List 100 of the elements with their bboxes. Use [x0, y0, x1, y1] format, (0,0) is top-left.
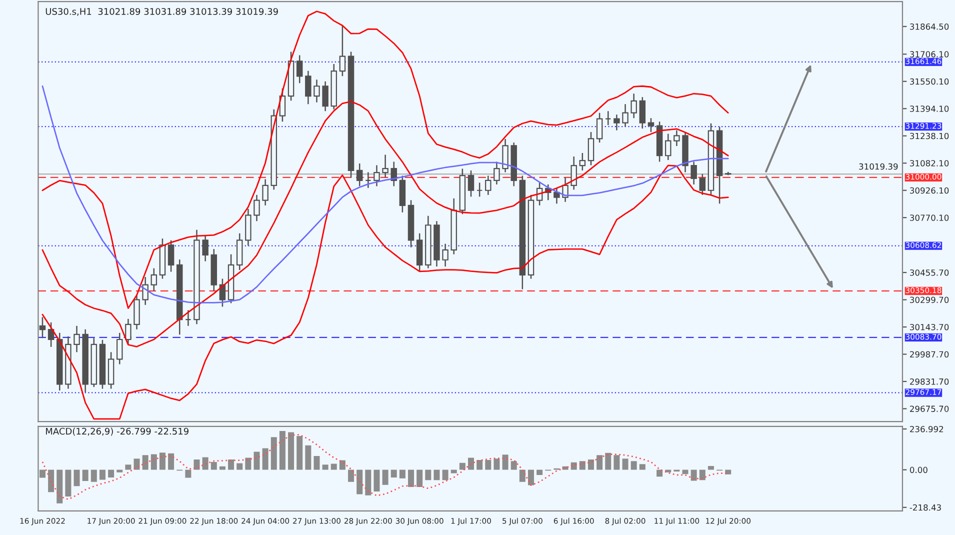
candlestick	[150, 268, 158, 292]
bar	[399, 470, 406, 478]
bar	[596, 455, 603, 470]
bar	[536, 470, 543, 475]
candlestick	[116, 332, 123, 365]
bar	[502, 454, 508, 470]
y-tick-label: 30926.10	[910, 187, 949, 194]
candlestick	[39, 316, 46, 339]
bar	[682, 470, 688, 474]
candlestick	[476, 182, 483, 198]
candlestick	[485, 175, 492, 196]
bar	[639, 464, 646, 470]
bar	[270, 437, 277, 470]
bar	[82, 470, 88, 481]
bar	[330, 464, 337, 470]
candlestick	[570, 156, 577, 190]
y-tick-label: 31706.10	[910, 51, 949, 58]
candlestick	[588, 131, 594, 166]
candlestick	[579, 152, 586, 172]
bar	[339, 460, 346, 470]
candlestick	[314, 79, 320, 103]
bar	[288, 432, 294, 470]
bar	[262, 448, 268, 470]
bar	[579, 461, 586, 470]
text: US30.s,H1 31021.89 31031.89 31013.39 31019.39	[46, 8, 278, 16]
bar	[305, 445, 312, 470]
candlestick	[664, 133, 672, 161]
chart-title: MACD(12,26,9) -26.799 -22.519	[46, 428, 188, 436]
bar	[725, 470, 732, 474]
candlestick	[622, 103, 628, 128]
bar	[202, 457, 208, 470]
y-tick-label: 236.992	[910, 426, 944, 432]
candlestick	[322, 80, 328, 112]
line-series	[42, 85, 729, 304]
candlestick	[648, 117, 654, 133]
candlestick	[262, 178, 268, 206]
candlestick	[185, 310, 192, 327]
bar	[159, 452, 166, 470]
bar	[510, 461, 517, 470]
bar	[65, 470, 72, 496]
bar	[356, 470, 363, 494]
bar	[519, 470, 526, 482]
candlestick	[554, 187, 560, 204]
bar	[425, 470, 432, 480]
bar	[150, 454, 157, 470]
bar	[485, 460, 492, 470]
bar	[236, 463, 243, 470]
ref-line-label: 31019.39	[859, 163, 898, 170]
bar	[99, 470, 106, 480]
candlestick	[296, 54, 303, 84]
candlestick	[74, 325, 80, 353]
bar	[48, 470, 54, 492]
bar	[390, 470, 397, 478]
bar	[314, 456, 320, 470]
candlestick	[374, 164, 380, 187]
candlestick	[468, 170, 474, 198]
y-tick-label: 29831.70	[910, 378, 949, 385]
candlestick	[502, 138, 508, 173]
bar	[468, 458, 474, 470]
bar	[622, 458, 628, 470]
bar	[279, 431, 286, 470]
y-tick-label: 30770.10	[910, 214, 949, 221]
bar	[74, 470, 80, 486]
bar	[690, 470, 697, 481]
bar	[210, 462, 217, 470]
bar	[194, 459, 200, 470]
y-tick-label: 31550.10	[910, 78, 949, 85]
bar	[476, 460, 483, 470]
line-series	[42, 100, 729, 348]
bar	[168, 453, 174, 470]
bar	[434, 470, 440, 480]
bar	[570, 462, 577, 470]
candlestick	[614, 114, 620, 131]
bar	[254, 452, 260, 470]
candlestick	[168, 240, 174, 272]
bar	[614, 455, 620, 470]
candlestick	[142, 276, 148, 306]
bar	[108, 470, 114, 478]
bar	[528, 470, 534, 486]
bar	[90, 470, 97, 482]
candlestick	[382, 154, 388, 178]
y-tick-label: 30455.70	[910, 269, 949, 276]
bar	[125, 464, 132, 470]
candlestick	[699, 173, 706, 196]
candlestick	[202, 234, 208, 262]
y-tick-label: 31864.50	[910, 23, 949, 30]
bar	[134, 458, 140, 470]
bar	[656, 470, 663, 477]
bar	[296, 436, 303, 470]
bar	[494, 458, 500, 470]
bar	[605, 452, 612, 470]
bar	[228, 459, 234, 470]
candlestick	[690, 161, 697, 186]
y-tick-label: 31238.10	[910, 132, 949, 140]
y-tick-label: 30299.70	[910, 296, 949, 304]
bar	[374, 470, 380, 492]
candlestick	[639, 96, 646, 130]
y-tick-label: 31394.10	[910, 106, 949, 112]
bar	[219, 466, 226, 470]
bar	[382, 470, 388, 485]
